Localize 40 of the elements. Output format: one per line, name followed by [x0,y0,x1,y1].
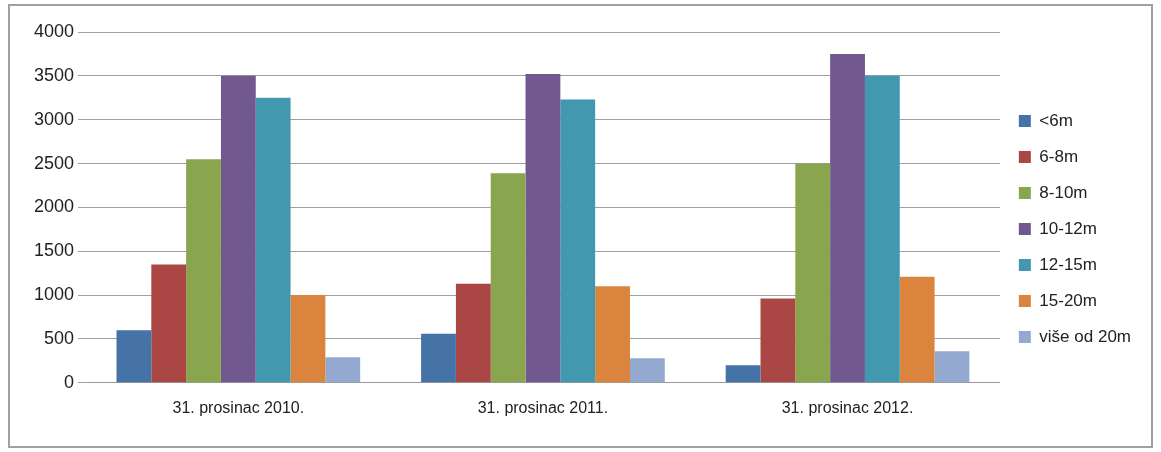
legend-label: 6-8m [1039,146,1079,166]
bar [455,283,491,383]
bar [290,295,326,383]
bar [864,75,900,383]
bar [220,75,256,383]
bar [830,53,865,383]
y-tick-label: 3500 [34,64,75,85]
legend-label: <6m [1039,110,1073,130]
y-tick-label: 1000 [34,284,75,305]
bar [560,99,596,383]
y-tick-label: 4000 [34,20,75,41]
bar [899,276,935,383]
bar [795,163,831,383]
bar [151,264,187,383]
y-tick-label: 1500 [34,240,75,261]
y-tick-label: 2500 [34,152,75,173]
y-tick-label: 3000 [34,108,75,129]
bar [490,173,526,383]
bar [116,330,152,383]
x-tick-label: 31. prosinac 2011. [477,398,609,416]
legend-label: više od 20m [1039,326,1132,346]
bar [725,365,761,383]
bar [934,351,970,383]
bar [760,298,796,383]
y-tick-label: 500 [44,327,75,348]
bar [255,97,291,383]
bar [186,159,221,383]
bar [629,358,665,383]
bar [421,333,456,383]
legend-label: 8-10m [1039,182,1088,202]
legend-label: 10-12m [1039,218,1097,238]
y-tick-label: 0 [64,371,75,392]
x-tick-label: 31. prosinac 2010. [172,398,305,416]
x-tick-label: 31. prosinac 2012. [781,398,914,416]
legend-label: 12-15m [1039,254,1097,274]
bar [325,357,361,383]
y-tick-label: 2000 [34,196,75,217]
legend-label: 15-20m [1039,290,1097,310]
bar [595,286,630,383]
bar [525,74,561,383]
